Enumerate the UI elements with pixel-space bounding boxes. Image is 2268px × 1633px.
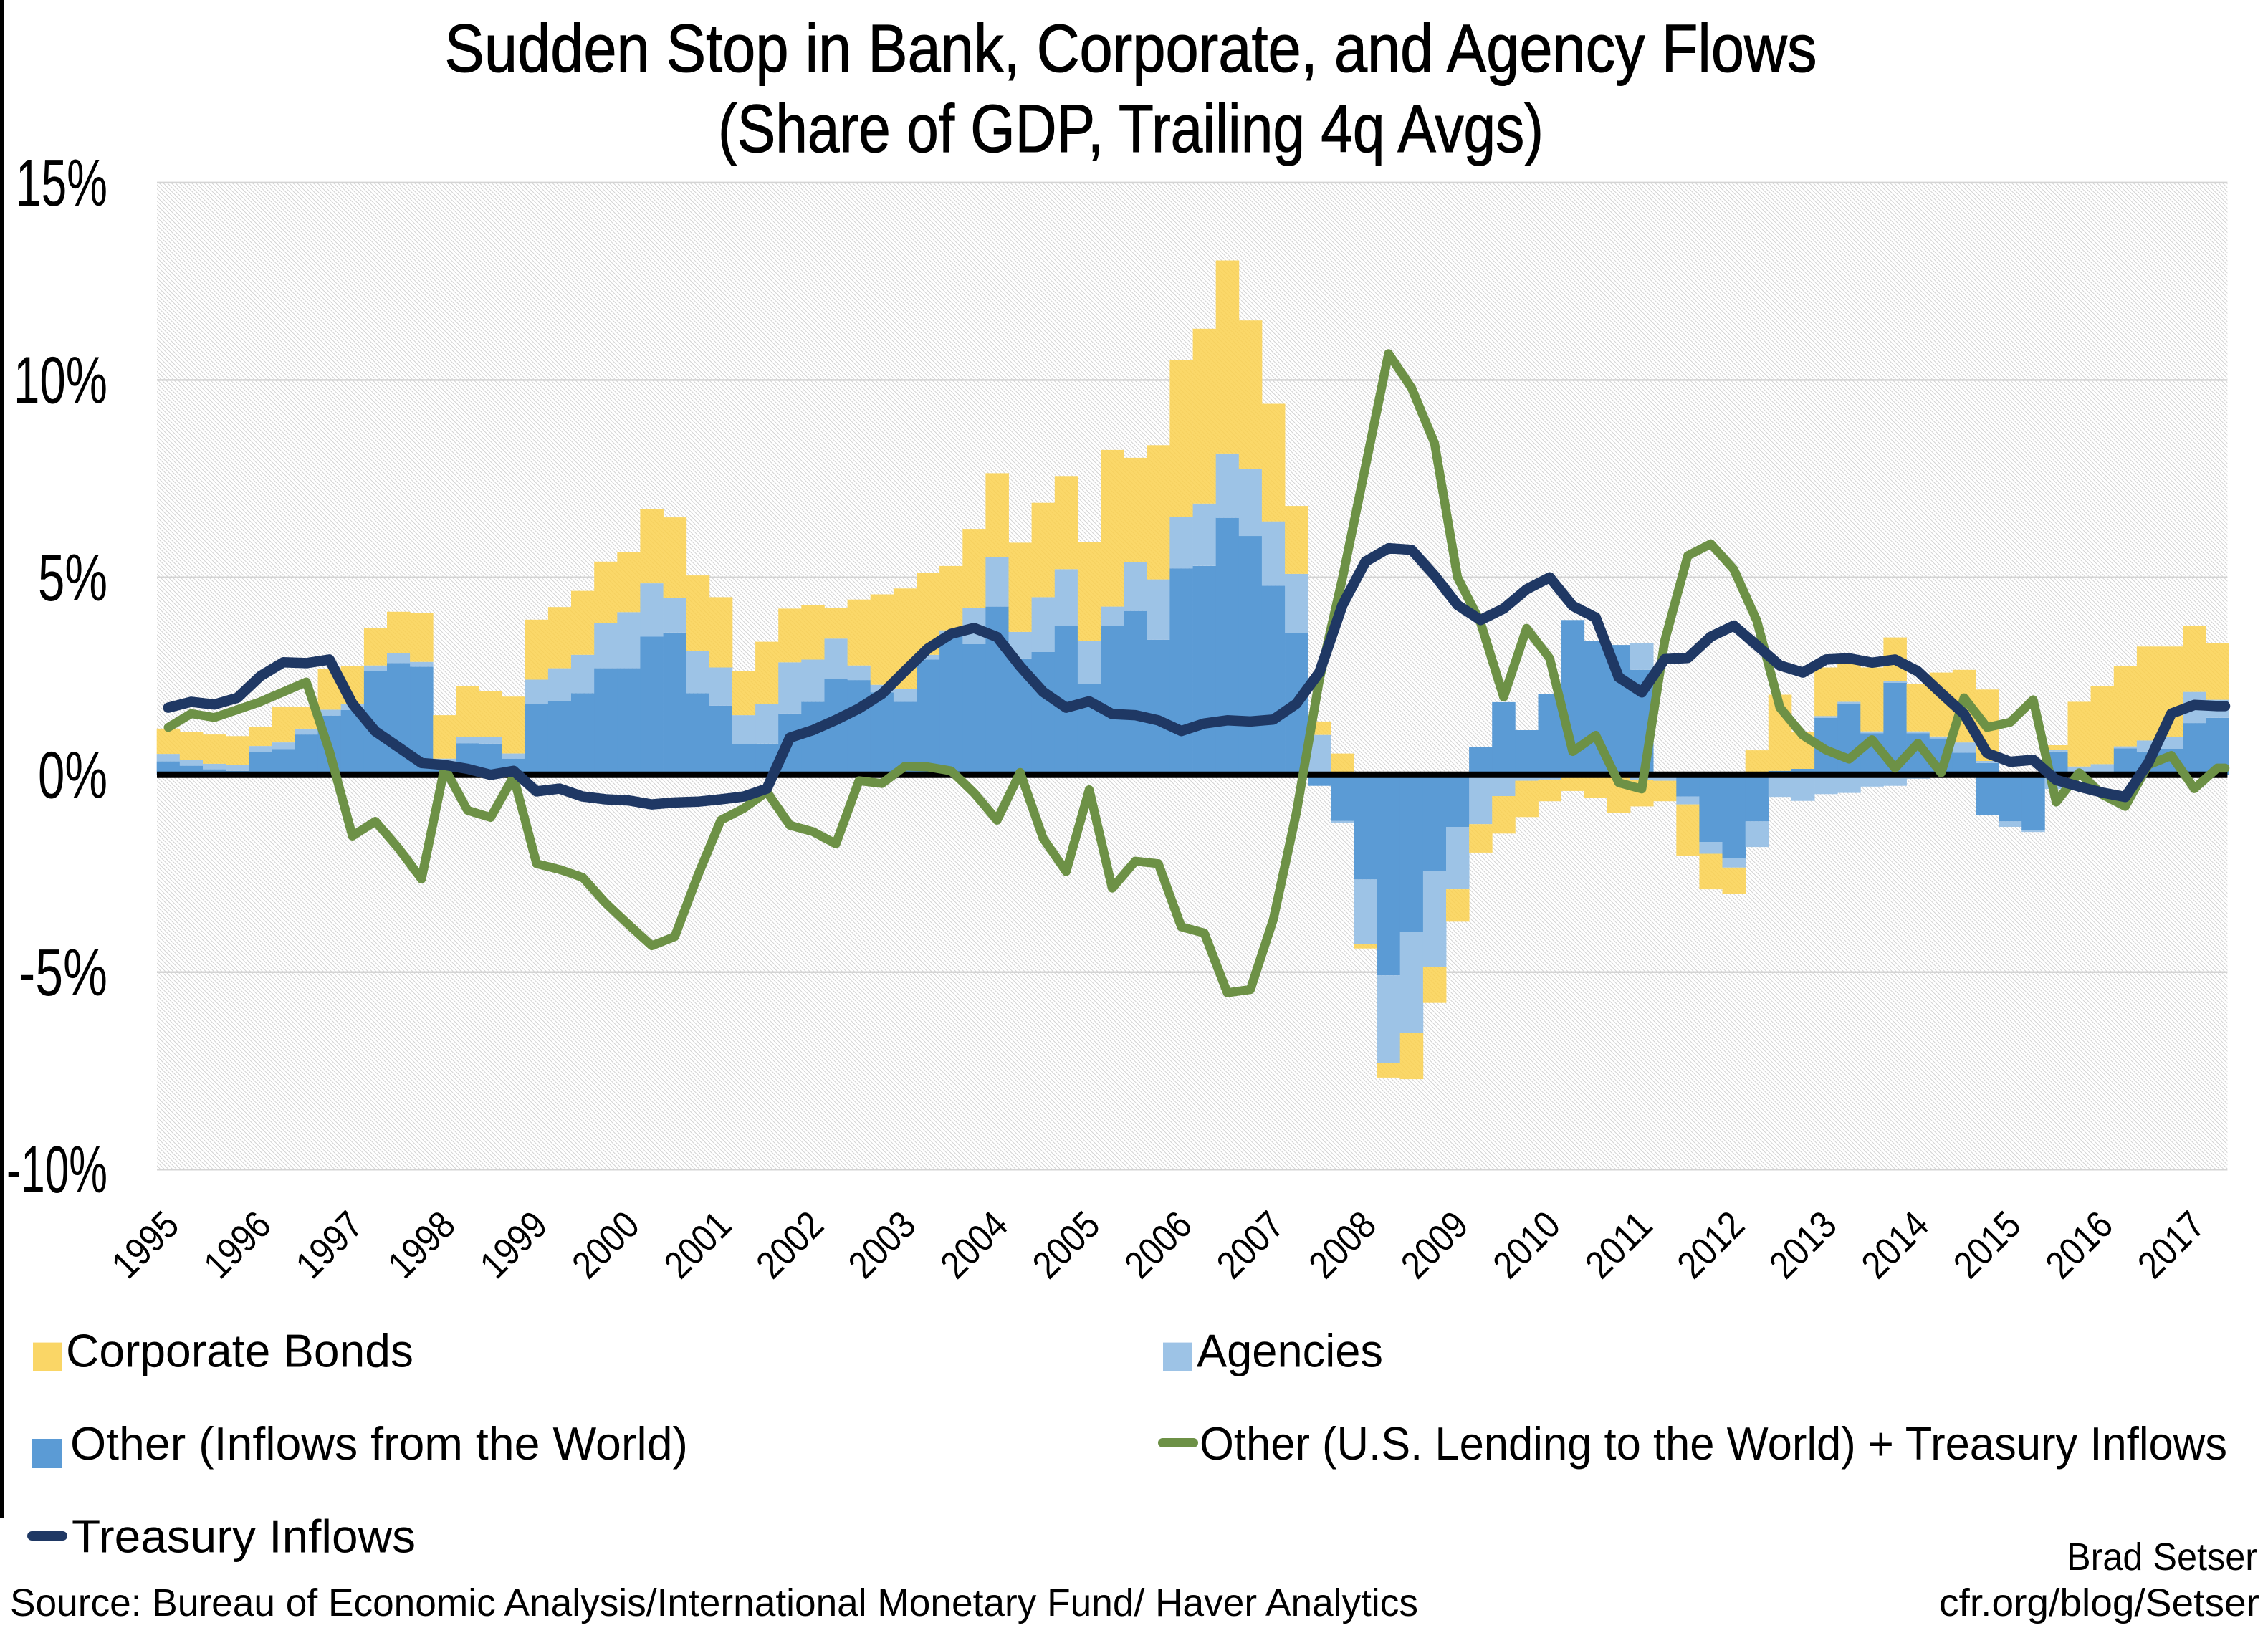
svg-text:Sudden Stop in Bank, Corporate: Sudden Stop in Bank, Corporate, and Agen… xyxy=(445,11,1817,87)
svg-text:10%: 10% xyxy=(14,343,107,417)
svg-text:Brad Setser: Brad Setser xyxy=(2067,1536,2257,1579)
svg-text:-10%: -10% xyxy=(6,1132,107,1207)
svg-text:Source: Bureau of Economic Ana: Source: Bureau of Economic Analysis/Inte… xyxy=(10,1581,1418,1624)
svg-text:15%: 15% xyxy=(16,145,107,220)
svg-text:-5%: -5% xyxy=(19,935,107,1010)
svg-text:Corporate Bonds: Corporate Bonds xyxy=(66,1325,413,1377)
svg-text:5%: 5% xyxy=(38,540,107,615)
svg-text:Treasury Inflows: Treasury Inflows xyxy=(72,1510,416,1563)
svg-text:Other (U.S. Lending to the Wor: Other (U.S. Lending to the World) + Trea… xyxy=(1200,1417,2227,1470)
svg-text:(Share of GDP, Trailing 4q Avg: (Share of GDP, Trailing 4q Avgs) xyxy=(718,91,1544,167)
svg-text:Agencies: Agencies xyxy=(1197,1325,1383,1377)
svg-text:Other (Inflows from the World): Other (Inflows from the World) xyxy=(70,1417,688,1470)
svg-text:cfr.org/blog/Setser: cfr.org/blog/Setser xyxy=(1939,1581,2259,1624)
svg-text:0%: 0% xyxy=(38,737,107,812)
